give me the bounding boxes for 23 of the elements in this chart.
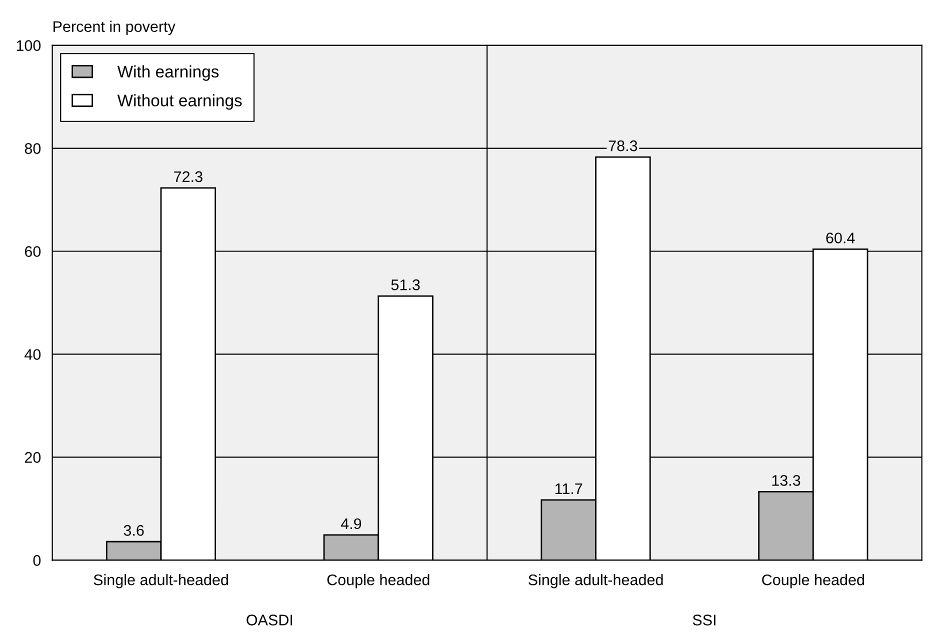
data-label: 60.4 [826,232,855,244]
data-label: 51.3 [391,279,420,290]
y-axis-title: Percent in poverty [54,20,176,35]
legend-label: Without earnings [117,94,242,110]
y-tick-label: 100 [16,40,41,51]
text: SSI [692,614,716,626]
x-tick-label: Couple headed [762,574,864,588]
y-tick-label: 0 [33,555,41,566]
data-label: 4.9 [340,518,362,530]
legend-label: With earnings [117,65,219,81]
x-tick-label: Single adult-headed [94,574,228,588]
data-label: 3.6 [124,525,144,536]
data-label: 78.3 [608,140,638,152]
data-label: 72.3 [174,171,202,182]
y-tick-label: 80 [24,143,41,154]
y-tick-label: 20 [24,452,41,463]
y-tick-label: 40 [24,349,41,360]
text: OASDI [246,614,292,626]
x-tick-label: Single adult-headed [528,574,663,588]
data-label: 13.3 [772,475,800,486]
data-label: 11.7 [555,483,582,494]
y-tick-label: 60 [24,246,41,257]
x-tick-label: Couple headed [327,574,430,588]
